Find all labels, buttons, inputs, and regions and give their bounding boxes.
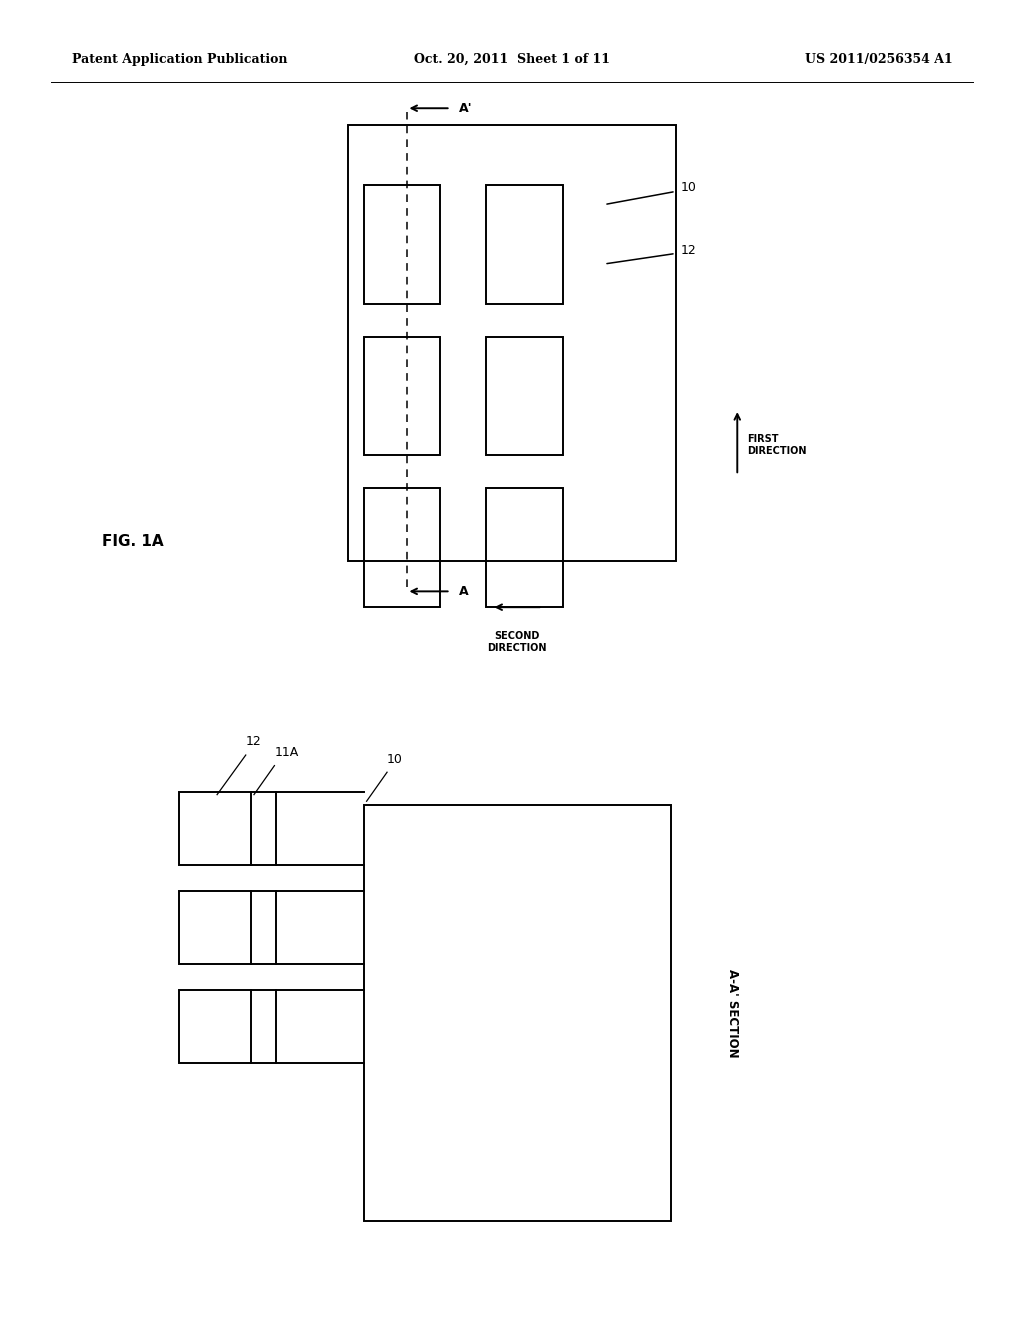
Text: 10: 10 bbox=[681, 181, 697, 194]
Bar bbox=[486, 337, 563, 455]
Bar bbox=[364, 805, 671, 1221]
Text: 10: 10 bbox=[387, 752, 403, 766]
Text: Patent Application Publication: Patent Application Publication bbox=[72, 53, 287, 66]
Text: US 2011/0256354 A1: US 2011/0256354 A1 bbox=[805, 53, 952, 66]
Bar bbox=[364, 337, 440, 455]
Text: SECOND
DIRECTION: SECOND DIRECTION bbox=[487, 631, 547, 653]
Bar bbox=[486, 185, 563, 304]
Text: 11A: 11A bbox=[274, 746, 299, 759]
Bar bbox=[179, 891, 276, 964]
Bar bbox=[486, 488, 563, 607]
Text: A': A' bbox=[459, 102, 472, 115]
Bar bbox=[364, 185, 440, 304]
Text: A: A bbox=[459, 585, 468, 598]
Text: 12: 12 bbox=[246, 735, 261, 748]
Bar bbox=[179, 990, 276, 1063]
Bar bbox=[364, 488, 440, 607]
Text: FIG. 1A: FIG. 1A bbox=[102, 533, 164, 549]
Bar bbox=[179, 792, 276, 865]
Text: A-A' SECTION: A-A' SECTION bbox=[726, 969, 738, 1059]
Text: FIRST
DIRECTION: FIRST DIRECTION bbox=[748, 434, 807, 455]
Text: Oct. 20, 2011  Sheet 1 of 11: Oct. 20, 2011 Sheet 1 of 11 bbox=[414, 53, 610, 66]
Text: 12: 12 bbox=[681, 244, 696, 257]
Bar bbox=[348, 125, 676, 561]
